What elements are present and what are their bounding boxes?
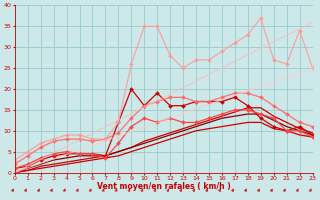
X-axis label: Vent moyen/en rafales ( km/h ): Vent moyen/en rafales ( km/h ) [97, 182, 230, 191]
